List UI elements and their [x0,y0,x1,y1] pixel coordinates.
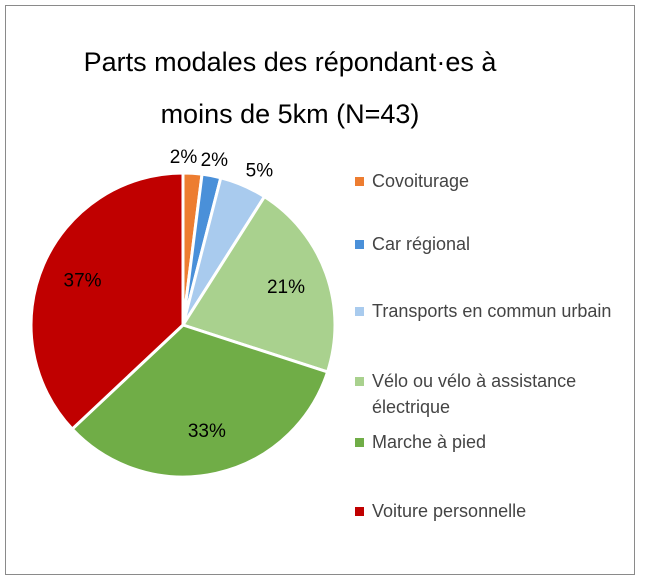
legend-swatch [355,438,364,447]
legend-swatch [355,307,364,316]
legend-item: Transports en commun urbain [355,298,630,324]
chart-border [5,5,635,575]
legend-swatch [355,507,364,516]
pie-slice [180,194,337,374]
data-label: 2% [201,150,229,171]
data-label: 2% [170,147,198,168]
legend-swatch [355,177,364,186]
data-label: 37% [64,271,102,292]
data-label: 5% [246,161,274,182]
legend-label: Vélo ou vélo à assistance électrique [372,371,577,417]
pie-slice [29,171,185,432]
legend-item: Covoiturage [355,168,630,194]
pie-slice [70,323,330,479]
legend-label: Car régional [372,234,471,254]
data-label: 33% [188,421,226,442]
chart-title: Parts modales des répondant·es à moins d… [83,47,497,129]
legend-label: Covoiturage [372,171,470,191]
legend-label: Transports en commun urbain [372,301,612,321]
legend-swatch [355,377,364,386]
legend-item: Vélo ou vélo à assistance électrique [355,368,630,420]
data-label: 21% [267,277,305,298]
legend-swatch [355,240,364,249]
legend-item: Voiture personnelle [355,498,630,524]
legend-label: Marche à pied [372,432,487,452]
legend-item: Car régional [355,231,630,257]
legend-item: Marche à pied [355,429,630,455]
legend-label: Voiture personnelle [372,501,527,521]
